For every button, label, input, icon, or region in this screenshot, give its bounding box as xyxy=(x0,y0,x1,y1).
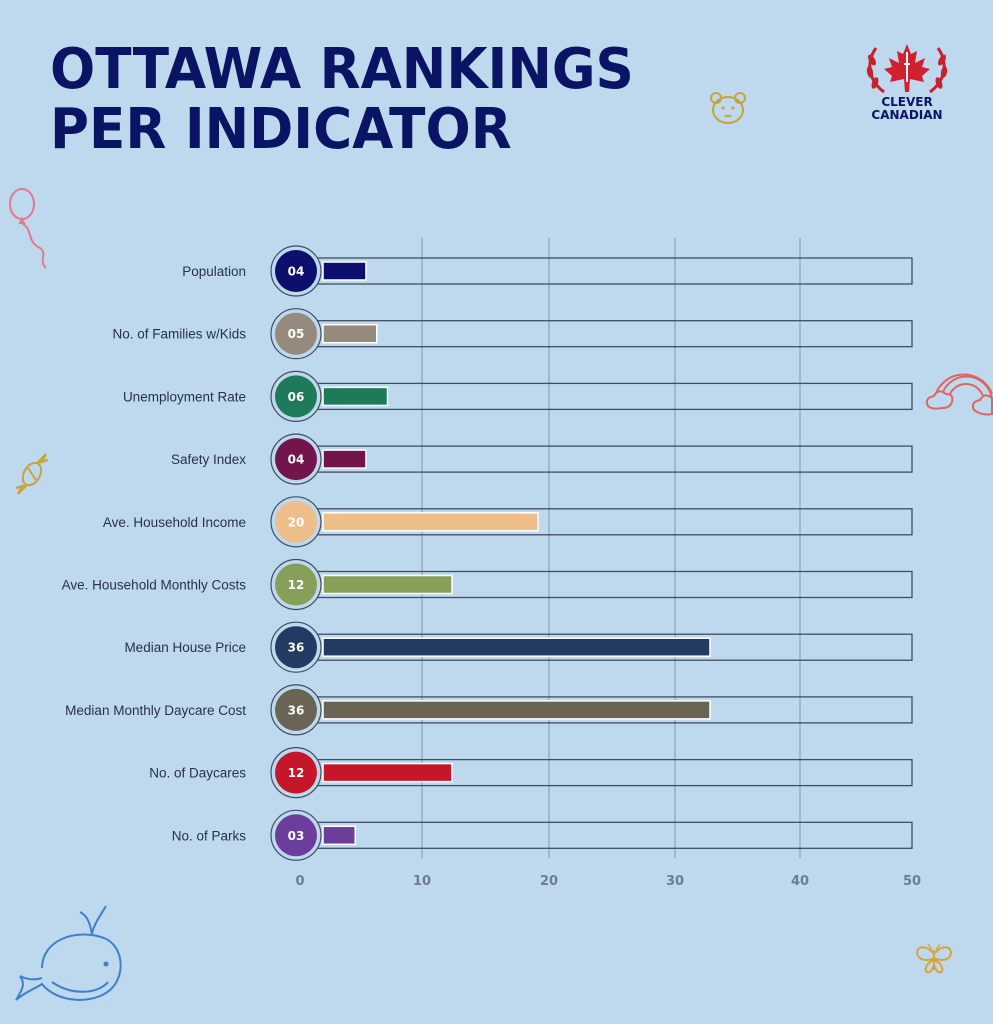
maple-leaf-icon xyxy=(866,44,948,94)
value-label-4: 04 xyxy=(288,453,305,467)
bar-9 xyxy=(322,762,453,783)
value-badge-9 xyxy=(275,751,317,794)
bar-5 xyxy=(322,512,539,532)
bar-3 xyxy=(322,386,389,407)
bar-2 xyxy=(322,323,378,344)
whale-doodle-icon xyxy=(15,905,122,1001)
category-label-3: Unemployment Rate xyxy=(123,389,246,404)
bar-10 xyxy=(322,825,356,846)
page-title: OTTAWA RANKINGS PER INDICATOR xyxy=(50,40,634,160)
bar-6 xyxy=(322,574,453,595)
value-label-2: 05 xyxy=(288,327,305,341)
x-tick-label-20: 20 xyxy=(540,874,558,889)
category-label-6: Ave. Household Monthly Costs xyxy=(62,578,247,593)
category-label-9: No. of Daycares xyxy=(149,766,246,781)
value-label-5: 20 xyxy=(288,515,305,529)
category-label-5: Ave. Household Income xyxy=(103,515,246,530)
value-label-1: 04 xyxy=(288,265,305,279)
value-badge-3 xyxy=(275,375,317,418)
logo-line-2: CANADIAN xyxy=(871,108,943,122)
value-label-10: 03 xyxy=(288,829,305,843)
butterfly-doodle-icon xyxy=(916,943,952,974)
logo-line-1: CLEVER xyxy=(881,95,933,109)
bar-track-1 xyxy=(296,257,913,285)
x-tick-label-40: 40 xyxy=(791,874,809,889)
value-badge-7 xyxy=(275,626,317,669)
category-label-7: Median House Price xyxy=(124,640,246,655)
title-line-1: OTTAWA RANKINGS xyxy=(50,37,634,102)
bar-track-10 xyxy=(296,821,913,849)
value-badge-8 xyxy=(275,688,317,731)
bar-7 xyxy=(322,637,711,657)
clever-canadian-logo: CLEVER CANADIAN xyxy=(862,38,952,128)
balloon-doodle-icon xyxy=(9,188,47,269)
value-label-6: 12 xyxy=(288,578,305,592)
x-tick-label-30: 30 xyxy=(666,874,684,889)
bear-doodle-icon xyxy=(710,92,746,124)
title-line-2: PER INDICATOR xyxy=(50,97,512,162)
bar-track-4 xyxy=(296,445,913,473)
value-label-9: 12 xyxy=(288,766,305,780)
value-badge-2 xyxy=(275,312,317,355)
category-label-4: Safety Index xyxy=(171,452,246,467)
rainbow-doodle-icon xyxy=(925,373,993,416)
value-badge-5 xyxy=(275,500,317,543)
value-badge-10 xyxy=(275,814,317,857)
value-badge-6 xyxy=(275,563,317,606)
value-badge-1 xyxy=(275,250,317,292)
category-label-10: No. of Parks xyxy=(172,828,247,843)
bar-1 xyxy=(322,261,367,281)
value-label-8: 36 xyxy=(288,703,305,717)
x-tick-label-10: 10 xyxy=(413,874,431,889)
category-label-2: No. of Families w/Kids xyxy=(112,327,246,342)
candy-doodle-icon xyxy=(15,453,49,495)
x-tick-label-50: 50 xyxy=(903,874,921,889)
value-label-7: 36 xyxy=(288,641,305,655)
bar-track-3 xyxy=(296,382,913,411)
value-label-3: 06 xyxy=(288,390,305,404)
bar-track-2 xyxy=(296,320,913,348)
category-label-8: Median Monthly Daycare Cost xyxy=(65,703,246,718)
value-badge-4 xyxy=(275,438,317,481)
bar-4 xyxy=(322,449,367,469)
category-label-1: Population xyxy=(182,264,246,279)
bar-8 xyxy=(322,700,711,720)
x-tick-label-0: 0 xyxy=(295,874,304,889)
